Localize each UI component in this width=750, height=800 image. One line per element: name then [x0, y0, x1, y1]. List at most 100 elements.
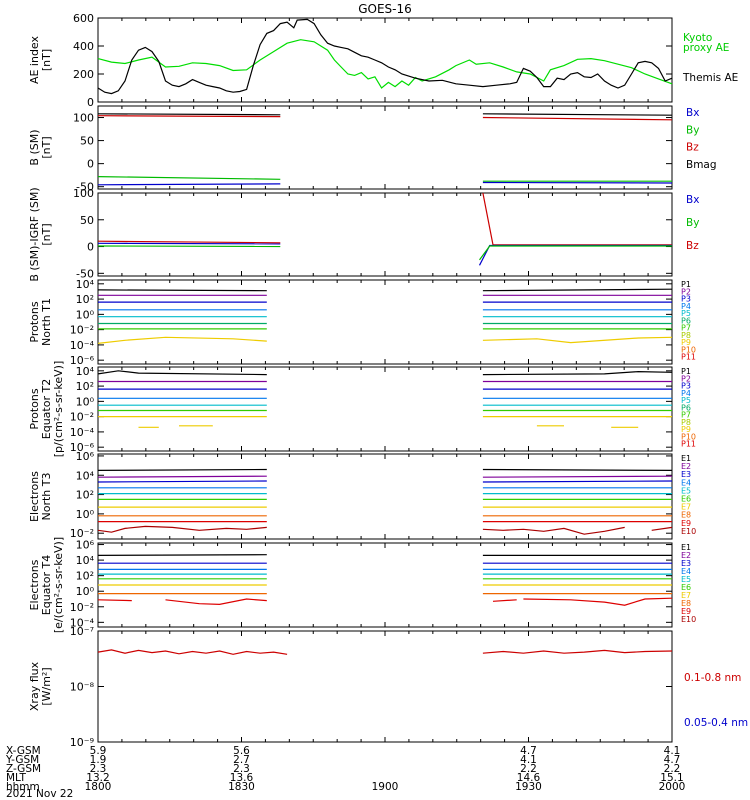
legend-entry: E7 — [681, 591, 691, 600]
y-tick-label: 10⁻² — [70, 411, 94, 424]
footer-row-label: Z-GSM — [6, 763, 41, 775]
y-axis-label: B (SM) — [28, 129, 41, 165]
panel-frame — [97, 17, 673, 103]
y-axis-label: [nT] — [40, 49, 53, 71]
legend-entry: E2 — [681, 462, 691, 471]
legend-entry: P4 — [681, 389, 691, 398]
series-line — [165, 598, 267, 606]
series-line — [97, 599, 132, 602]
legend-entry: E3 — [681, 559, 691, 568]
y-tick-label: 10² — [76, 380, 94, 393]
series-line — [482, 480, 673, 483]
series-line — [479, 245, 672, 261]
y-tick-label: 10⁰ — [76, 308, 95, 321]
y-axis-label: [W/m²] — [40, 667, 53, 705]
y-tick-label: 200 — [73, 68, 94, 81]
legend-entry: P6 — [681, 316, 691, 325]
panel-frame — [97, 192, 673, 277]
legend-entry: E4 — [681, 478, 691, 487]
footer-value: 5.6 — [233, 745, 250, 757]
legend-entry: Bx — [686, 107, 699, 119]
panel-electrons_t4: 10⁻⁴ 10⁻² 10⁰ 10² 10⁴ 10⁶ Electrons Equator T4[… — [28, 537, 696, 633]
legend-entry: 0.1-0.8 nm — [684, 672, 741, 684]
legend-entry: P9 — [681, 425, 691, 434]
y-tick-label: -50 — [76, 267, 94, 280]
y-axis-label: [e/(cm²-s-sr-keV)] — [52, 537, 65, 633]
legend-entry: E1 — [681, 454, 691, 463]
legend-entry: E8 — [681, 511, 691, 520]
y-tick-label: 10⁻² — [70, 527, 94, 540]
panel-b_igrf: -50 0 50 100 B (SM)-IGRF (SM) [nT] Bx By Bz — [28, 187, 699, 282]
y-tick-label: 10⁴ — [76, 365, 95, 378]
panel-protons_t1: 10⁻⁶ 10⁻⁴ 10⁻² 10⁰ 10² 10⁴ Protons North T1 P1P2… — [28, 278, 696, 367]
legend-entry: Themis AE — [682, 72, 738, 84]
series-line — [97, 18, 673, 95]
series-line — [97, 289, 267, 292]
y-tick-label: -50 — [76, 181, 94, 194]
legend-entry: P10 — [681, 345, 696, 354]
legend-entry: P2 — [681, 374, 691, 383]
y-axis-label: North T3 — [40, 473, 53, 521]
legend-entry: E3 — [681, 470, 691, 479]
legend-entry: E7 — [681, 503, 691, 512]
footer-value: 13.2 — [86, 772, 109, 784]
legend-entry: E5 — [681, 486, 691, 495]
legend-entry: E10 — [681, 527, 696, 536]
footer-value: 13.6 — [230, 772, 254, 784]
series-line — [97, 336, 267, 344]
legend-entry: P5 — [681, 396, 691, 405]
legend-entry: By — [686, 124, 699, 136]
y-tick-label: 100 — [73, 187, 94, 200]
series-line — [97, 475, 267, 478]
footer-value: 2.3 — [90, 763, 107, 775]
y-tick-label: 600 — [73, 12, 94, 25]
footer-value: 4.1 — [520, 754, 537, 766]
y-tick-label: 100 — [73, 112, 94, 125]
series-line — [482, 526, 625, 535]
y-axis-label: [nT] — [40, 223, 53, 245]
footer-value: 1800 — [85, 781, 112, 793]
legend-entry: Kyoto — [683, 32, 712, 44]
y-tick-label: 10⁻⁴ — [70, 339, 95, 352]
legend-entry: P3 — [681, 295, 691, 304]
panel-frame — [97, 630, 673, 743]
legend-entry: P1 — [681, 367, 691, 376]
legend-entry: Bmag — [686, 159, 717, 171]
legend-entry: By — [686, 217, 699, 229]
series-line — [482, 336, 673, 344]
footer-value: 1930 — [515, 781, 542, 793]
series-line — [482, 192, 672, 246]
series-line — [97, 240, 281, 244]
y-tick-label: 10⁻² — [70, 601, 94, 614]
series-line — [482, 475, 673, 478]
y-tick-label: 10⁰ — [76, 508, 95, 521]
y-tick-label: 10⁴ — [76, 554, 95, 567]
series-line — [97, 183, 281, 186]
y-tick-label: 10⁻² — [70, 324, 94, 337]
footer-value: 4.7 — [664, 754, 681, 766]
series-line — [97, 115, 281, 118]
footer-value: 2.2 — [520, 763, 537, 775]
legend-entry: E9 — [681, 519, 691, 528]
y-tick-label: 10⁰ — [76, 395, 95, 408]
y-tick-label: 0 — [87, 96, 94, 109]
plot-title: GOES-16 — [358, 2, 412, 16]
y-axis-label: Equator T2 — [40, 379, 53, 439]
legend-entry: E6 — [681, 495, 691, 504]
y-tick-label: 10⁻⁷ — [70, 625, 94, 638]
series-line — [482, 113, 673, 116]
y-tick-label: 50 — [80, 135, 94, 148]
y-tick-label: 10⁻⁴ — [70, 426, 95, 439]
footer-value: 14.6 — [517, 772, 541, 784]
y-tick-label: 10⁻⁶ — [70, 354, 95, 367]
y-tick-label: 10⁴ — [76, 278, 95, 291]
y-axis-label: Electrons — [28, 471, 41, 522]
series-line — [97, 468, 267, 471]
legend-entry: E10 — [681, 615, 696, 624]
y-tick-label: 10² — [76, 570, 94, 583]
legend-entry: P4 — [681, 302, 691, 311]
legend-entry: P2 — [681, 287, 691, 296]
series-line — [651, 526, 673, 531]
y-axis-label: B (SM)-IGRF (SM) — [28, 187, 41, 281]
